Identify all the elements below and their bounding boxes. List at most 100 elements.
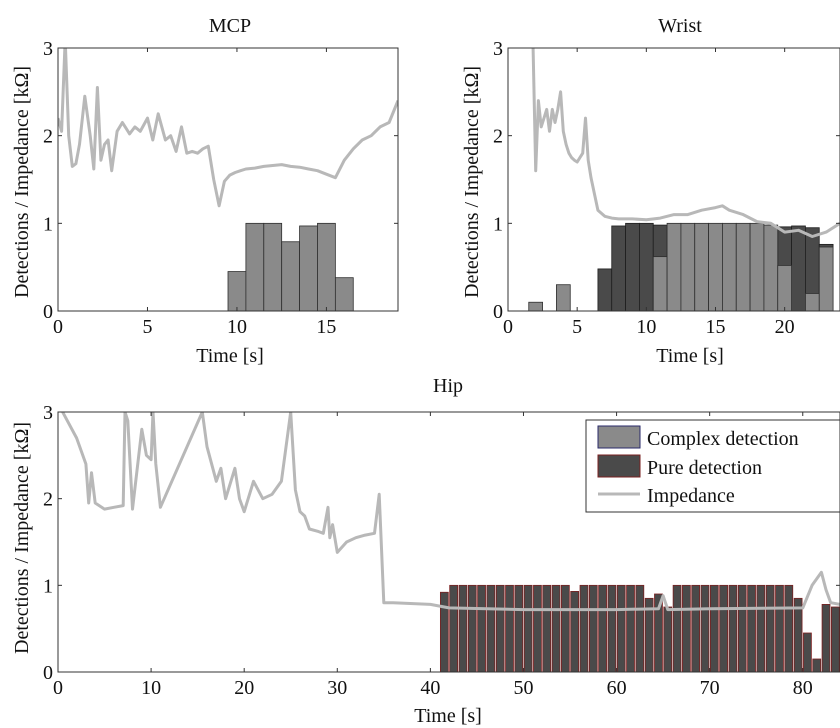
bar-complex-detection [763,224,779,311]
bar-pure-detection [719,584,728,672]
bar-pure-detection [439,591,449,672]
x-tick-label: 80 [793,677,813,699]
y-tick-label: 0 [43,662,53,684]
bar-pure-detection [663,606,673,672]
bar-complex-detection [818,246,834,311]
impedance-series [60,412,840,612]
bar-complex-detection [245,222,265,311]
chart-title: Hip [433,375,463,397]
bar-pure-detection [598,584,607,672]
x-tick-label: 0 [503,316,513,338]
bar-pure-detection [449,584,459,672]
tick-labels: 0 10 20 30 40 50 60 70 80 0 1 2 3 [43,402,840,699]
bar-pure-detection [533,584,542,672]
bar-pure-detection [821,604,831,672]
x-tick-label: 10 [227,316,247,338]
bar-pure-detection [784,584,794,672]
y-tick-label: 0 [493,301,503,323]
bar-pure-detection [542,584,552,672]
x-tick-label: 30 [327,677,347,699]
plot-frame [57,47,399,312]
bar-complex-detection [735,222,751,311]
bar-pure-detection [570,591,580,672]
bar-complex-detection [299,225,318,311]
bar-pure-detection [682,584,691,672]
y-tick-label: 2 [43,126,53,148]
x-tick-label: 5 [142,316,152,338]
legend-label-pure: Pure detection [647,457,762,479]
y-tick-label: 3 [493,38,503,60]
bar-pure-detection [700,584,710,672]
bar-complex-detection [317,222,336,311]
bar-pure-detection [709,584,719,672]
bar-pure-detection [467,584,477,672]
bar-pure-detection [672,584,682,672]
tick-labels: 0 5 10 15 20 0 1 2 3 [493,38,840,338]
bar-pure-detection [458,584,468,672]
bar-group [528,222,834,311]
bar-pure-detection [579,584,589,672]
bar-pure-detection [626,584,635,672]
y-tick-label: 1 [43,213,53,235]
legend-swatch-pure [597,454,641,478]
impedance-series [58,48,398,208]
y-tick-label: 1 [43,575,53,597]
bar-complex-detection [749,222,765,311]
bar-complex-detection [652,256,668,311]
bar-complex-detection [722,222,737,311]
x-tick-label: 15 [706,316,726,338]
legend-label-impedance: Impedance [647,485,735,507]
x-tick-label: 15 [316,316,336,338]
bar-pure-detection [756,584,766,672]
bar-complex-detection [281,241,300,311]
y-tick-label: 3 [43,38,53,60]
impedance-line [60,412,840,612]
x-tick-label: 70 [700,677,720,699]
x-axis-label: Time [s] [414,705,482,727]
bar-group [227,222,354,311]
bar-complex-detection [708,222,723,311]
bar-pure-detection [495,584,505,672]
bar-complex-detection [334,277,354,311]
y-axis-label: Detections / Impedance [kΩ] [461,66,483,298]
chart-title: MCP [209,15,251,37]
legend-swatch-complex [597,425,641,449]
y-tick-label: 1 [493,213,503,235]
y-tick-label: 3 [43,402,53,424]
bar-pure-detection [514,584,524,672]
legend: Complex detection Pure detection Impedan… [585,419,840,513]
bar-pure-detection [737,584,747,672]
plot-frame [507,47,840,312]
bar-pure-detection [830,606,840,672]
impedance-series [531,48,840,238]
chart-hip: Hip Detections / Impedance [kΩ] Time [s]… [11,375,840,727]
legend-label-complex: Complex detection [647,428,799,450]
bar-complex-detection [556,284,571,311]
x-tick-label: 40 [420,677,440,699]
x-tick-label: 20 [234,677,254,699]
plot-frame [57,411,840,673]
x-tick-label: 0 [53,316,63,338]
bar-pure-detection [611,225,626,311]
y-tick-label: 2 [43,489,53,511]
x-tick-label: 10 [636,316,656,338]
chart-wrist: Wrist Detections / Impedance [kΩ] Time [… [461,15,840,367]
bar-pure-detection [639,222,654,311]
bar-complex-detection [777,265,792,311]
bar-pure-detection [625,222,640,311]
bar-pure-detection [803,632,812,672]
bar-pure-detection [654,593,663,672]
x-tick-label: 10 [141,677,161,699]
bar-pure-detection [775,584,784,672]
x-axis-label: Time [s] [196,345,264,367]
bar-complex-detection [680,222,696,311]
bar-pure-detection [691,584,701,672]
bar-group [439,584,840,672]
y-axis-label: Detections / Impedance [kΩ] [11,422,33,654]
chart-mcp: MCP Detections / Impedance [kΩ] Time [s]… [11,15,399,367]
bar-pure-detection [765,584,775,672]
bar-pure-detection [477,584,486,672]
x-tick-label: 60 [607,677,627,699]
bar-pure-detection [607,584,617,672]
